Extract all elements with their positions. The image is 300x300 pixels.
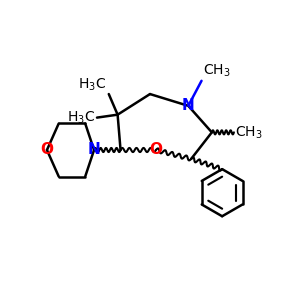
Text: O: O xyxy=(40,142,53,158)
Text: N: N xyxy=(88,142,100,158)
Text: O: O xyxy=(149,142,162,158)
Text: H$_3$C: H$_3$C xyxy=(67,110,94,126)
Text: CH$_3$: CH$_3$ xyxy=(236,124,263,140)
Text: CH$_3$: CH$_3$ xyxy=(203,63,231,79)
Text: H$_3$C: H$_3$C xyxy=(78,76,106,93)
Text: N: N xyxy=(182,98,195,113)
